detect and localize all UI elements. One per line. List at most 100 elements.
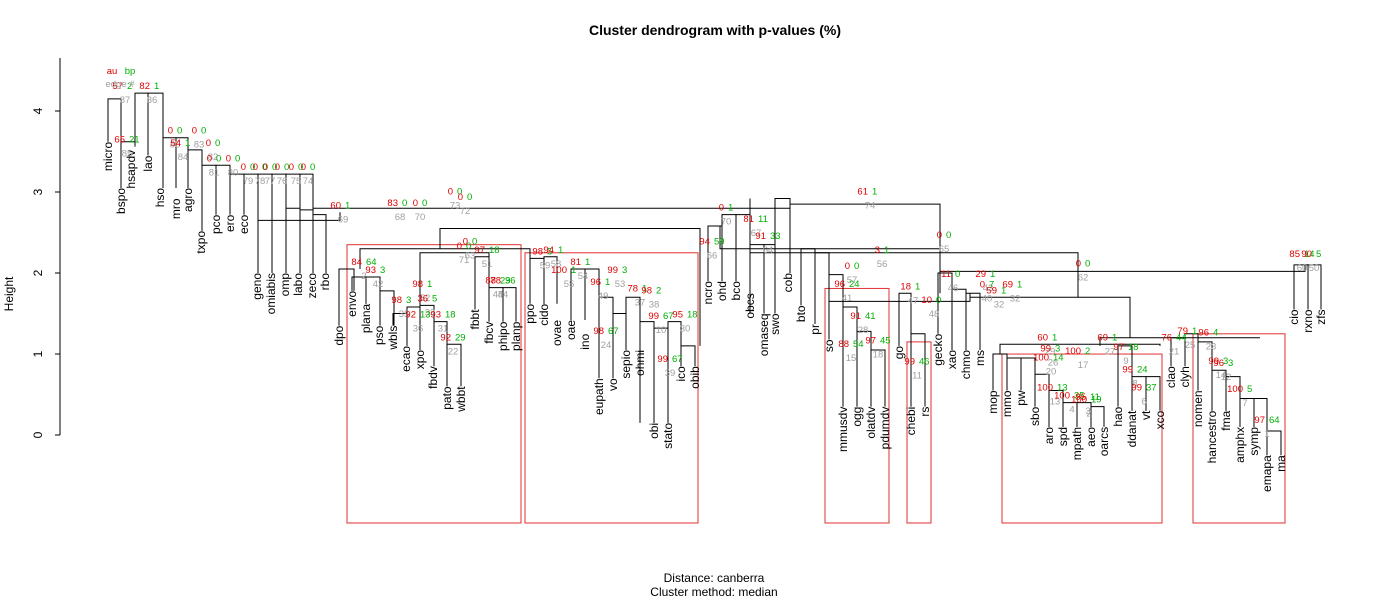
- node-52-bp: 1: [884, 245, 889, 256]
- node-27-au: 98: [391, 295, 402, 306]
- node-79-bp: 1: [1192, 326, 1197, 337]
- y-axis-label: Height: [2, 276, 16, 311]
- node-13-au: 0: [289, 162, 294, 173]
- y-tick-label-0: 0: [31, 431, 45, 438]
- node-27-bp: 3: [406, 295, 411, 306]
- node-20-bp: 0: [467, 192, 472, 203]
- node-32-edge: 44: [498, 290, 509, 301]
- leaf-label-agro: agro: [181, 188, 195, 212]
- node-34-edge: 59: [540, 260, 551, 271]
- node-9-bp: 0: [250, 162, 255, 173]
- node-64-au: 69: [1002, 280, 1013, 291]
- cluster-box-ppo-obib: [524, 252, 699, 524]
- node-28-edge: 33: [425, 307, 436, 318]
- leaf-label-stato: stato: [661, 423, 675, 449]
- leaf-label-obi: obi: [647, 423, 661, 439]
- node-76-bp: 24: [1137, 365, 1148, 376]
- leaf-label-fbbt: fbbt: [468, 309, 482, 330]
- y-tick-label-2: 2: [31, 269, 45, 276]
- node-1-bp: 21: [129, 135, 140, 146]
- node-0-au: 57: [112, 81, 123, 92]
- node-7-au: 0: [207, 153, 212, 164]
- branch-61: [1006, 357, 1022, 391]
- node-42-au: 98: [641, 285, 652, 296]
- node-45-au: 99: [657, 354, 668, 365]
- node-50-edge: 65: [939, 244, 950, 255]
- node-32-bp: 36: [505, 276, 516, 287]
- node-81-bp: 3: [1223, 356, 1228, 367]
- leaf-label-envo: envo: [345, 291, 359, 317]
- y-tick-label-4: 4: [31, 107, 45, 114]
- node-33-edge: 45: [493, 290, 504, 301]
- node-22-au: 0: [463, 237, 468, 248]
- branch-17: [299, 209, 314, 273]
- leaf-label-emapa: emapa: [1260, 455, 1274, 492]
- node-63-bp: 7: [989, 280, 994, 291]
- node-70-au: 100: [1037, 383, 1053, 394]
- branch-47: [763, 244, 776, 314]
- node-67-edge: 26: [1048, 358, 1059, 369]
- node-31-au: 92: [440, 332, 451, 343]
- node-45-bp: 67: [672, 354, 683, 365]
- node-36-au: 81: [570, 257, 581, 268]
- leaf-label-obcs: obcs: [743, 293, 757, 318]
- node-51-au: 0: [1076, 259, 1081, 270]
- highlight-boxes: [346, 244, 1286, 524]
- node-84-edge: 1: [1264, 429, 1269, 440]
- node-10-bp: 0: [262, 162, 267, 173]
- leaf-label-pso: pso: [372, 325, 386, 345]
- node-77-au: 99: [1131, 383, 1142, 394]
- node-34-bp: 5: [547, 246, 552, 257]
- node-16-au: 83: [387, 198, 398, 209]
- leaf-label-bto: bto: [794, 305, 808, 322]
- node-64-bp: 1: [1017, 280, 1022, 291]
- leaf-label-ddanat: ddanat: [1125, 410, 1139, 447]
- leaf-label-zeco: zeco: [305, 273, 319, 299]
- node-85-edge: 60: [1297, 263, 1308, 274]
- chart-title: Cluster dendrogram with p-values (%): [589, 22, 841, 38]
- node-56-bp: 54: [853, 339, 864, 350]
- leaf-label-ico: ico: [674, 366, 688, 382]
- leaf-label-clao: clao: [1164, 366, 1178, 388]
- branch-13: [285, 173, 301, 273]
- branch-36: [598, 296, 614, 379]
- node-43-bp: 67: [663, 311, 674, 322]
- node-60-edge: 11: [912, 371, 922, 382]
- node-14-bp: 0: [310, 162, 315, 173]
- node-65-bp: 1: [1001, 285, 1006, 296]
- node-8-edge: 80: [228, 167, 239, 178]
- branch-18: [312, 214, 327, 273]
- node-11-au: 0: [263, 162, 268, 173]
- y-axis: 0 1 2 3 4: [31, 107, 60, 438]
- node-52-au: 3: [875, 245, 880, 256]
- node-75-au: 97: [1113, 342, 1124, 353]
- leaf-label-lao: lao: [141, 155, 155, 171]
- branch-3: [147, 92, 164, 188]
- node-81-edge: 14: [1216, 370, 1227, 381]
- leaf-label-fbcv: fbcv: [482, 322, 496, 344]
- node-63-au: 0: [980, 280, 985, 291]
- node-66-edge: 29: [1045, 346, 1056, 357]
- node-17-bp: 0: [422, 198, 427, 209]
- node-4-edge: 84: [178, 152, 189, 163]
- node-36-edge: 54: [578, 271, 589, 282]
- node-68-bp: 14: [1053, 353, 1064, 364]
- node-31-edge: 22: [448, 346, 459, 357]
- leaf-label-micro: micro: [101, 141, 115, 171]
- node-15-au: 60: [330, 200, 341, 211]
- node-24-au: 84: [351, 257, 362, 268]
- leaf-label-mro: mro: [169, 198, 183, 219]
- branch-86: [1099, 337, 1260, 346]
- node-86-au: 90: [1301, 249, 1312, 260]
- node-84-bp: 64: [1269, 415, 1280, 426]
- node-1-au: 65: [114, 135, 125, 146]
- leaf-label-mpath: mpath: [1070, 427, 1084, 460]
- node-79-edge: 25: [1185, 340, 1196, 351]
- legend-edge: edge #: [105, 79, 135, 90]
- node-12-edge: 76: [277, 176, 288, 187]
- node-62-au: 29: [975, 269, 986, 280]
- node-61-au: 11: [941, 269, 951, 280]
- node-48-edge: 66: [707, 251, 718, 262]
